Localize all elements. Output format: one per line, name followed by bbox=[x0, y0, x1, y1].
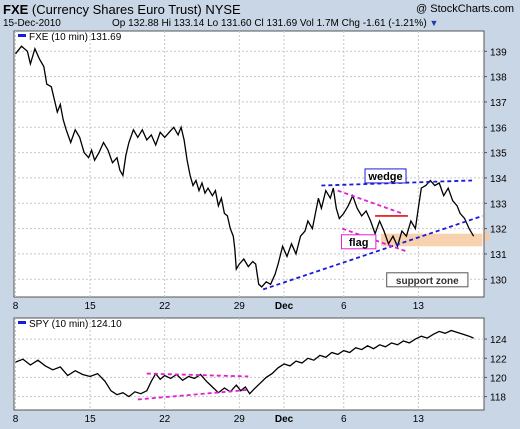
lower-legend-text: SPY (10 min) 124.10 bbox=[29, 319, 122, 330]
annotation-label-box bbox=[340, 234, 377, 250]
main-y-tick-label: 131 bbox=[490, 250, 507, 261]
flag-trendline bbox=[137, 388, 249, 401]
chart-title: FXE (Currency Shares Euro Trust) NYSE bbox=[3, 2, 241, 17]
main-y-tick-label: 135 bbox=[490, 149, 507, 160]
last-value-marker bbox=[485, 231, 489, 242]
main-y-tick-label: 139 bbox=[490, 47, 507, 58]
flag-trendline bbox=[337, 189, 403, 215]
flag-trendline bbox=[341, 227, 407, 253]
lower-x-tick-label: 6 bbox=[341, 414, 347, 425]
main-x-tick-label: 13 bbox=[413, 301, 425, 312]
main-y-tick-label: 132 bbox=[490, 225, 507, 236]
lower-plot-area bbox=[13, 317, 485, 411]
security-name: (Currency Shares Euro Trust) bbox=[31, 2, 202, 17]
main-legend-text: FXE (10 min) 131.69 bbox=[29, 32, 122, 43]
lower-x-tick-label: 29 bbox=[234, 414, 246, 425]
lower-legend-marker bbox=[18, 321, 26, 324]
lower-x-tick-label: 15 bbox=[85, 414, 97, 425]
main-y-tick-label: 133 bbox=[490, 199, 507, 210]
annotation-label-box bbox=[364, 168, 407, 184]
main-y-tick-label: 134 bbox=[490, 174, 507, 185]
stats-text: Op 132.88 Hi 133.14 Lo 131.60 Cl 131.69 … bbox=[112, 18, 427, 29]
stats-line: Op 132.88 Hi 133.14 Lo 131.60 Cl 131.69 … bbox=[112, 18, 438, 29]
main-y-tick-label: 130 bbox=[490, 275, 507, 286]
lower-x-tick-label: 22 bbox=[159, 414, 171, 425]
date-label: 15-Dec-2010 bbox=[3, 18, 61, 29]
annotation-label-support-zone: support zone bbox=[396, 276, 459, 287]
symbol: FXE bbox=[3, 2, 29, 17]
lower-x-tick-label: 13 bbox=[413, 414, 425, 425]
main-y-tick-label: 136 bbox=[490, 123, 507, 134]
main-price-line bbox=[14, 45, 475, 288]
wedge-trendline bbox=[262, 215, 483, 291]
main-x-tick-label: 6 bbox=[341, 301, 347, 312]
main-x-tick-label: 8 bbox=[13, 301, 19, 312]
main-x-tick-label: 15 bbox=[85, 301, 97, 312]
flag-trendline bbox=[146, 372, 249, 378]
lower-y-tick-label: 120 bbox=[490, 373, 507, 384]
lower-y-tick-label: 118 bbox=[490, 393, 506, 404]
dropdown-icon[interactable]: ▼ bbox=[429, 18, 439, 28]
lower-x-tick-label: Dec bbox=[275, 414, 294, 425]
main-y-tick-label: 138 bbox=[490, 73, 507, 84]
exchange: NYSE bbox=[205, 2, 241, 17]
lower-price-line bbox=[15, 329, 474, 398]
main-legend-marker bbox=[18, 34, 26, 37]
annotation-label-box bbox=[386, 272, 469, 288]
annotation-label-wedge: wedge bbox=[367, 171, 402, 183]
main-x-tick-label: 29 bbox=[234, 301, 246, 312]
watermark: @ StockCharts.com bbox=[416, 3, 514, 15]
lower-y-tick-label: 124 bbox=[490, 335, 507, 346]
main-x-tick-label: 22 bbox=[159, 301, 171, 312]
lower-x-tick-label: 8 bbox=[13, 414, 19, 425]
annotation-label-flag: flag bbox=[349, 237, 369, 249]
main-x-tick-label: Dec bbox=[275, 301, 294, 312]
lower-y-tick-label: 122 bbox=[490, 354, 507, 365]
main-y-tick-label: 137 bbox=[490, 98, 507, 109]
main-plot-area bbox=[13, 30, 485, 298]
